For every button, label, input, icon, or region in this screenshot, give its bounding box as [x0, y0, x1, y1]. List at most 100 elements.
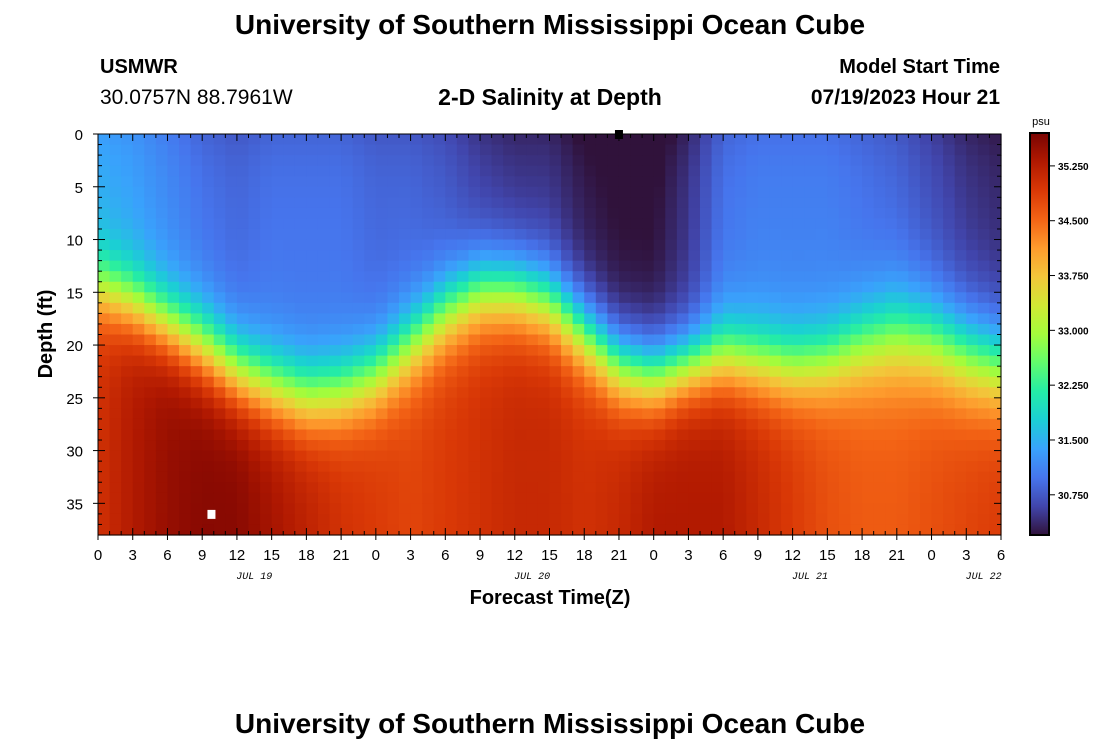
heatmap-cell [121, 471, 134, 483]
heatmap-cell [827, 207, 840, 220]
heatmap-cell [352, 250, 365, 262]
heatmap-cell [896, 155, 909, 167]
heatmap-cell [271, 440, 284, 452]
heatmap-cell [491, 345, 504, 357]
heatmap-cell [954, 450, 967, 462]
heatmap-cell [306, 334, 319, 346]
heatmap-cell [260, 471, 273, 483]
colorbar-unit: psu [1032, 116, 1050, 128]
heatmap-cell [132, 408, 145, 420]
heatmap-cell [919, 513, 933, 526]
heatmap-cell [317, 387, 331, 399]
heatmap-cell [364, 165, 377, 177]
heatmap-cell [271, 461, 284, 473]
heatmap-cell [769, 450, 782, 462]
heatmap-cell [908, 429, 921, 441]
heatmap-cell [630, 323, 643, 336]
heatmap-cell [676, 313, 690, 325]
heatmap-cell [815, 323, 828, 336]
heatmap-cell [572, 250, 585, 262]
heatmap-cell [179, 313, 192, 325]
heatmap-cell [503, 513, 516, 526]
heatmap-cell [190, 228, 203, 241]
heatmap-cell [167, 228, 180, 241]
heatmap-cell [155, 281, 169, 293]
heatmap-cell [943, 471, 956, 483]
heatmap-cell [213, 207, 226, 220]
heatmap-cell [144, 334, 157, 346]
heatmap-cell [827, 355, 840, 367]
heatmap-cell [723, 461, 736, 473]
heatmap-cell [838, 461, 852, 473]
heatmap-cell [445, 376, 458, 388]
heatmap-cell [410, 302, 423, 314]
heatmap-cell [456, 450, 470, 462]
heatmap-cell [294, 440, 307, 452]
heatmap-cell [283, 345, 296, 357]
heatmap-cell [862, 482, 875, 494]
heatmap-cell [618, 144, 632, 156]
heatmap-cell [653, 408, 666, 420]
heatmap-cell [364, 144, 377, 156]
heatmap-cell [954, 482, 967, 494]
heatmap-cell [989, 418, 1002, 431]
heatmap-cell [804, 397, 817, 409]
heatmap-cell [838, 376, 852, 388]
heatmap-cell [387, 281, 400, 293]
x-tick-label: 21 [611, 547, 628, 564]
heatmap-cell [954, 387, 967, 399]
heatmap-cell [98, 440, 111, 452]
heatmap-cell [850, 197, 863, 209]
heatmap-cell [838, 471, 852, 483]
heatmap-cell [121, 218, 134, 230]
heatmap-cell [700, 429, 713, 441]
heatmap-cell [433, 397, 446, 409]
heatmap-cell [260, 355, 273, 367]
heatmap-cell [757, 387, 771, 399]
heatmap-cell [503, 165, 516, 177]
heatmap-cell [943, 144, 956, 156]
heatmap-cell [271, 165, 284, 177]
heatmap-cell [630, 492, 643, 504]
heatmap-cell [676, 260, 690, 272]
heatmap-cell [885, 313, 898, 325]
heatmap-cell [433, 471, 446, 483]
heatmap-cell [977, 461, 991, 473]
heatmap-cell [862, 376, 875, 388]
heatmap-cell [804, 144, 817, 156]
heatmap-cell [769, 239, 782, 251]
heatmap-cell [827, 345, 840, 357]
heatmap-cell [190, 503, 203, 515]
heatmap-cell [537, 355, 551, 367]
page-title: University of Southern Mississippi Ocean… [234, 9, 866, 40]
heatmap-cell [792, 323, 805, 336]
heatmap-cell [132, 271, 145, 283]
heatmap-cell [827, 186, 840, 198]
heatmap-cell [306, 440, 319, 452]
heatmap-cell [896, 218, 909, 230]
heatmap-cell [630, 524, 643, 536]
heatmap-cell [480, 429, 493, 441]
heatmap-cell [723, 197, 736, 209]
heatmap-cell [700, 345, 713, 357]
heatmap-cell [665, 513, 678, 526]
heatmap-cell [595, 218, 608, 230]
heatmap-cell [190, 397, 203, 409]
heatmap-cell [607, 471, 620, 483]
heatmap-cell [410, 228, 423, 241]
heatmap-cell [144, 387, 157, 399]
heatmap-cell [769, 134, 782, 146]
heatmap-cell [549, 503, 562, 515]
heatmap-cell [294, 513, 307, 526]
heatmap-cell [294, 165, 307, 177]
heatmap-cell [190, 450, 203, 462]
heatmap-cell [271, 366, 284, 378]
heatmap-cell [248, 482, 261, 494]
heatmap-cell [132, 228, 145, 241]
heatmap-cell [121, 176, 134, 188]
heatmap-cell [213, 366, 226, 378]
heatmap-cell [676, 271, 690, 283]
heatmap-cell [572, 165, 585, 177]
heatmap-cell [665, 492, 678, 504]
heatmap-cell [804, 323, 817, 336]
